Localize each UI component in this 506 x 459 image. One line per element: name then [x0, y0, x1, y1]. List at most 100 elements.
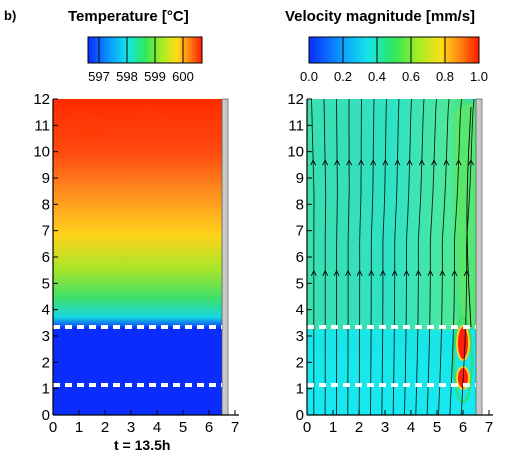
- velocity-colorbar-tick-label: 0.4: [368, 69, 386, 84]
- velocity-field: [307, 98, 483, 416]
- temperature-x-tick-label: 2: [101, 419, 109, 436]
- streamline-arrow: [310, 269, 317, 277]
- streamline-arrow: [333, 269, 340, 277]
- velocity-x-tick-label: 7: [485, 419, 493, 436]
- velocity-streamlines: [310, 98, 475, 416]
- temperature-colorbar-tick-label: 599: [144, 69, 166, 84]
- streamline-arrow: [368, 269, 375, 277]
- streamline-arrow: [455, 159, 462, 166]
- streamline-arrow: [406, 159, 413, 166]
- velocity-y-tick-label: 1: [296, 381, 304, 398]
- velocity-x-tick-label: 4: [407, 419, 415, 436]
- temperature-colorbar-tick-label: 598: [116, 69, 138, 84]
- streamline-arrow: [346, 159, 353, 166]
- velocity-colorbar: 0.0 0.2 0.4 0.6 0.8 1.0: [300, 36, 488, 84]
- streamline-arrow: [439, 269, 446, 277]
- temperature-y-tick-label: 4: [42, 302, 50, 319]
- streamline-arrow: [427, 269, 434, 277]
- temperature-x-tick-label: 0: [49, 419, 57, 436]
- temperature-wall: [221, 98, 229, 416]
- velocity-hot-spot-upper: [456, 325, 470, 361]
- streamline-arrow: [391, 269, 398, 277]
- streamline: [426, 98, 437, 416]
- velocity-colorbar-tick-label: 0.8: [436, 69, 454, 84]
- streamline-arrow: [322, 159, 329, 166]
- velocity-y-tick-label: 9: [296, 170, 304, 187]
- streamline-arrow: [468, 159, 474, 166]
- temperature-y-tick-label: 10: [33, 144, 50, 161]
- velocity-x-tick-label: 0: [303, 419, 311, 436]
- streamline-arrow: [334, 159, 341, 166]
- streamline-arrow: [431, 159, 437, 166]
- streamline: [449, 98, 462, 416]
- velocity-lower-zone: [307, 330, 476, 415]
- temperature-x-tick-label: 6: [205, 419, 213, 436]
- streamline-arrow: [322, 269, 329, 277]
- streamline-arrow: [382, 159, 389, 166]
- temperature-contour: [53, 99, 222, 415]
- temperature-hot-patch: [135, 107, 165, 126]
- streamline: [415, 98, 425, 416]
- temperature-y-tick-label: 5: [42, 275, 50, 292]
- streamline-arrow: [380, 269, 386, 277]
- velocity-y-tick-label: 12: [287, 91, 304, 108]
- streamline: [336, 98, 338, 415]
- velocity-boundary-layer: [454, 100, 476, 330]
- velocity-colorbar-tick-label: 0.0: [300, 69, 318, 84]
- streamline: [323, 98, 327, 415]
- temperature-colorbar-tick-label: 600: [172, 69, 194, 84]
- velocity-y-tick-label: 5: [296, 275, 304, 292]
- velocity-y-tick-label: 3: [296, 328, 304, 345]
- streamline: [392, 98, 400, 416]
- velocity-hot-spot-halo: [453, 317, 473, 403]
- velocity-wall: [475, 98, 483, 416]
- temperature-colorbar-ramp: [87, 36, 203, 64]
- temperature-x-tick-label: 1: [75, 419, 83, 436]
- streamline-arrow: [370, 159, 377, 166]
- velocity-colorbar-tick-label: 0.2: [334, 69, 352, 84]
- streamline-arrow: [403, 269, 410, 277]
- temperature-x-tick-label: 5: [179, 419, 187, 436]
- temperature-colorbar-tick-label: 597: [88, 69, 110, 84]
- temperature-y-tick-label: 1: [42, 381, 50, 398]
- panel-letter: b): [4, 8, 17, 23]
- temperature-y-tick-label: 3: [42, 328, 50, 345]
- streamline: [370, 98, 375, 416]
- velocity-title: Velocity magnitude [mm/s]: [285, 8, 476, 25]
- streamline: [460, 98, 475, 416]
- velocity-colorbar-tick-label: 0.6: [402, 69, 420, 84]
- velocity-y-tick-label: 0: [296, 407, 304, 424]
- velocity-colorbar-ramp: [308, 36, 480, 64]
- streamline: [347, 99, 350, 415]
- velocity-colorbar-tick-label: 1.0: [470, 69, 488, 84]
- temperature-y-tick-label: 0: [42, 407, 50, 424]
- velocity-x-tick-label: 6: [459, 419, 467, 436]
- velocity-y-tick-label: 6: [296, 249, 304, 266]
- streamline: [381, 98, 387, 416]
- temperature-y-tick-label: 7: [42, 223, 50, 240]
- temperature-y-tick-label: 6: [42, 249, 50, 266]
- velocity-x-tick-label: 2: [355, 419, 363, 436]
- temperature-y-tick-label: 12: [33, 91, 50, 108]
- streamline: [358, 98, 362, 415]
- temperature-hot-patch: [70, 111, 104, 140]
- streamline-arrow: [356, 269, 363, 277]
- streamline-arrow: [345, 269, 352, 277]
- dashed-markers: [53, 325, 476, 387]
- velocity-y-tick-label: 11: [288, 117, 304, 134]
- temperature-y-tick-label: 9: [42, 170, 50, 187]
- streamline-arrow: [310, 159, 317, 166]
- streamline-arrow: [394, 159, 401, 166]
- velocity-x-tick-label: 5: [433, 419, 441, 436]
- temperature-y-tick-label: 8: [42, 196, 50, 213]
- streamline-arrow: [443, 159, 450, 166]
- temperature-x-tick-label: 4: [153, 419, 161, 436]
- velocity-y-tick-label: 8: [296, 196, 304, 213]
- velocity-y-tick-label: 7: [296, 223, 304, 240]
- temperature-title: Temperature [°C]: [68, 8, 189, 25]
- temperature-y-tick-label: 2: [42, 354, 50, 371]
- velocity-y-tick-label: 10: [287, 144, 304, 161]
- streamline: [466, 106, 472, 328]
